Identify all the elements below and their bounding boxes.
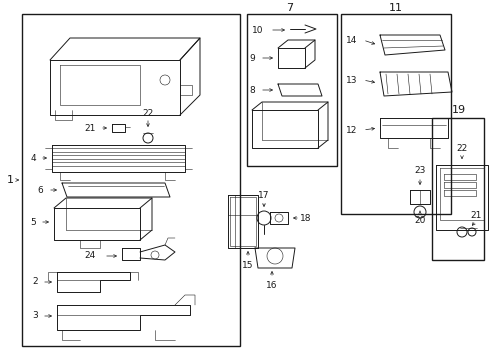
Text: 16: 16	[266, 280, 278, 289]
Text: 11: 11	[389, 3, 403, 13]
Text: 24: 24	[84, 252, 96, 261]
Text: 1: 1	[6, 175, 14, 185]
Text: 14: 14	[346, 36, 358, 45]
Text: 20: 20	[415, 216, 426, 225]
Text: 7: 7	[287, 3, 294, 13]
Text: 9: 9	[249, 54, 255, 63]
Text: 19: 19	[452, 105, 466, 115]
Text: 5: 5	[30, 217, 36, 226]
Text: 15: 15	[242, 261, 254, 270]
Text: 3: 3	[32, 311, 38, 320]
Bar	[22, 14, 240, 346]
Text: 21: 21	[84, 123, 96, 132]
Bar	[432, 118, 484, 260]
Text: 23: 23	[415, 166, 426, 175]
Text: 12: 12	[346, 126, 358, 135]
Text: 21: 21	[470, 211, 482, 220]
Bar	[247, 14, 337, 166]
Text: 6: 6	[37, 185, 43, 194]
Text: 22: 22	[456, 144, 467, 153]
Bar	[341, 14, 451, 214]
Text: 2: 2	[32, 278, 38, 287]
Text: 13: 13	[346, 76, 358, 85]
Text: 10: 10	[252, 26, 264, 35]
Text: 4: 4	[30, 153, 36, 162]
Text: 22: 22	[143, 108, 154, 117]
Text: 18: 18	[300, 213, 312, 222]
Text: 8: 8	[249, 86, 255, 95]
Text: 17: 17	[258, 190, 270, 199]
